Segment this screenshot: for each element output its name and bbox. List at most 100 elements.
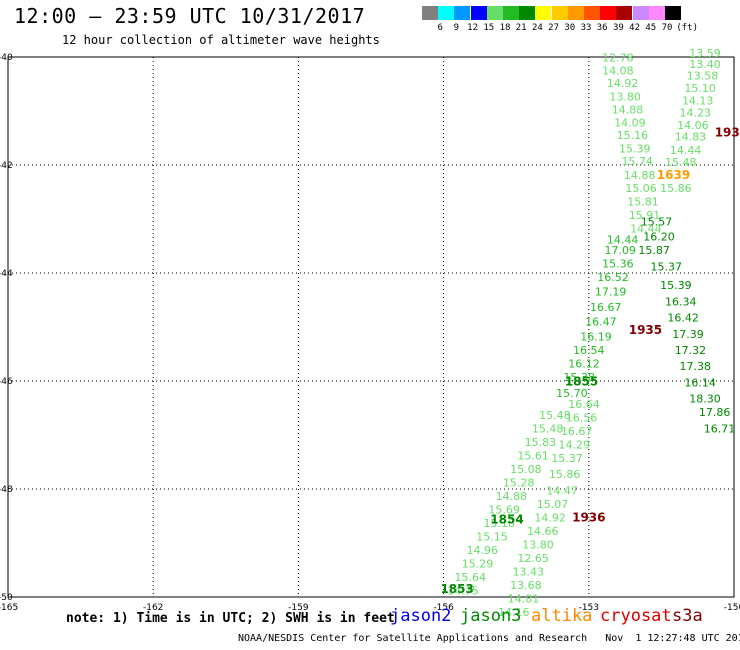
x-tick-label: -165 — [0, 603, 18, 613]
data-point-label: 13.59 — [689, 47, 721, 60]
data-point-label: 13.68 — [510, 579, 542, 592]
legend-tick-label: 21 — [515, 23, 527, 33]
legend-swatch — [438, 6, 455, 20]
legend-tick-label: 15 — [483, 23, 495, 33]
legend-tick-label: 6 — [437, 23, 443, 33]
page-title: 12:00 – 23:59 UTC 10/31/2017 — [14, 4, 366, 28]
data-point-label: 14.88 — [612, 104, 644, 117]
data-point-label: 16.47 — [585, 315, 617, 328]
data-point-label: 13.80 — [609, 91, 641, 104]
credit-line: NOAA/NESDIS Center for Satellite Applica… — [238, 633, 740, 644]
data-point-label: 15.07 — [537, 498, 569, 511]
data-point-label: 15.18 — [484, 517, 516, 530]
satellite-label-altika: altika — [531, 606, 593, 626]
legend-tick-label: 39 — [612, 23, 624, 33]
data-point-label: 17.39 — [672, 328, 704, 341]
data-point-label: 14.88 — [624, 169, 656, 182]
data-point-label: 14.81 — [508, 592, 540, 605]
legend-swatch — [535, 6, 552, 20]
data-point-label: 14.66 — [527, 525, 559, 538]
legend-tick-label: 27 — [548, 23, 560, 33]
data-point-label: 14.44 — [670, 144, 702, 157]
legend-tick-label: 70 — [661, 23, 673, 33]
legend-swatch — [567, 6, 584, 20]
data-point-label: 15.86 — [660, 182, 692, 195]
time-label: 1855 — [565, 374, 598, 388]
data-point-label: 16.19 — [580, 331, 612, 344]
data-point-label: 15.81 — [627, 196, 659, 209]
time-label: 1936 — [572, 510, 605, 524]
legend-swatch — [503, 6, 519, 20]
legend-swatch — [600, 6, 617, 20]
x-tick-label: -153 — [579, 603, 599, 613]
legend-tick-label: 18 — [499, 23, 511, 33]
data-point-label: 14.88 — [496, 490, 528, 503]
data-point-label: 15.64 — [454, 571, 486, 584]
data-point-label: 13.40 — [689, 58, 721, 71]
legend-swatch — [665, 6, 681, 20]
data-point-label: 14.75 — [447, 584, 479, 597]
time-label: 1853 — [440, 582, 473, 596]
data-point-label: 15.29 — [462, 557, 494, 570]
data-point-label: 15.08 — [510, 463, 542, 476]
data-point-label: 16.64 — [568, 398, 600, 411]
legend-tick-label: 24 — [531, 23, 543, 33]
x-tick-label: -156 — [433, 603, 454, 613]
data-point-label: 15.37 — [551, 452, 583, 465]
data-point-label: 17.86 — [699, 406, 731, 419]
y-tick-label: -40 — [0, 53, 13, 63]
data-point-label: 12.78 — [602, 51, 634, 64]
data-point-label: 16.14 — [684, 376, 716, 389]
legend-tick-label: 9 — [453, 23, 460, 33]
data-point-label: 16.34 — [665, 295, 697, 308]
y-tick-label: -50 — [0, 593, 13, 603]
x-tick-label: -162 — [143, 603, 163, 613]
data-point-label: 15.91 — [629, 209, 661, 222]
satellite-label-s3a: s3a — [672, 606, 703, 626]
data-point-label: 14.13 — [682, 95, 714, 108]
data-point-label: 17.09 — [605, 244, 637, 257]
data-point-label: 12.65 — [517, 552, 549, 565]
data-point-label: 17.19 — [595, 286, 627, 299]
data-point-label: 15.16 — [617, 129, 649, 142]
time-label: 193 — [715, 125, 740, 139]
plot-frame — [7, 56, 735, 598]
data-point-label: 14.08 — [602, 64, 634, 77]
y-tick-label: -42 — [0, 161, 13, 171]
data-point-label: 14.44 — [630, 223, 662, 236]
data-point-label: 14.16 — [498, 606, 530, 619]
data-point-label: 15.57 — [641, 215, 673, 228]
data-point-label: 16.71 — [704, 422, 736, 435]
y-tick-label: -48 — [0, 485, 13, 495]
data-point-label: 17.38 — [680, 360, 712, 373]
data-point-label: 13.58 — [687, 70, 719, 83]
footnote: note: 1) Time is in UTC; 2) SWH is in fe… — [66, 611, 395, 626]
data-point-label: 15.36 — [602, 258, 634, 271]
time-label: 1935 — [629, 323, 662, 337]
data-point-label: 14.23 — [680, 106, 712, 119]
data-point-label: 15.74 — [621, 155, 653, 168]
data-point-label: 14.92 — [607, 77, 639, 90]
data-point-label: 14.09 — [614, 117, 646, 130]
legend-unit: (ft) — [676, 23, 699, 33]
data-point-label: 16.67 — [561, 425, 593, 438]
data-point-label: 16.20 — [643, 231, 675, 244]
time-label: 1854 — [490, 513, 523, 527]
legend-swatch — [632, 6, 649, 20]
legend-swatch — [584, 6, 600, 20]
data-point-label: 15.87 — [638, 244, 670, 257]
data-point-label: 15.39 — [660, 279, 692, 292]
legend-swatch — [486, 6, 503, 20]
data-point-label: 14.92 — [534, 511, 566, 524]
data-point-label: 16.12 — [568, 358, 600, 371]
legend-swatch — [422, 6, 438, 20]
x-tick-label: -150 — [724, 603, 740, 613]
data-point-label: 15.37 — [650, 260, 682, 273]
data-point-label: 14.44 — [607, 233, 639, 246]
time-label: 1639 — [657, 168, 690, 182]
x-tick-label: -159 — [288, 603, 309, 613]
legend-tick-label: 12 — [467, 23, 479, 33]
data-point-label: 15.69 — [488, 503, 520, 516]
data-point-label: 15.15 — [476, 530, 508, 543]
